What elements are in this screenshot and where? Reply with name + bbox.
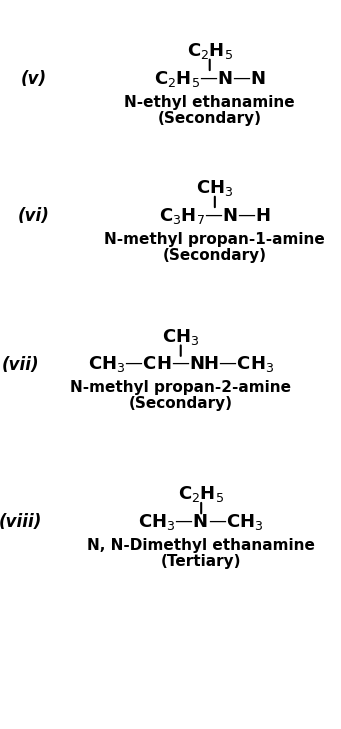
- Text: (Secondary): (Secondary): [158, 111, 262, 125]
- Text: C$_2$H$_5$: C$_2$H$_5$: [187, 41, 233, 61]
- Text: (vii): (vii): [2, 356, 39, 373]
- Text: N-methyl propan-1-amine: N-methyl propan-1-amine: [104, 232, 325, 246]
- Text: C$_2$H$_5$—N—N: C$_2$H$_5$—N—N: [154, 69, 266, 89]
- Text: (vi): (vi): [18, 207, 50, 225]
- Text: (Secondary): (Secondary): [129, 397, 233, 411]
- Text: CH$_3$—CH—NH—CH$_3$: CH$_3$—CH—NH—CH$_3$: [88, 354, 274, 375]
- Text: N-methyl propan-2-amine: N-methyl propan-2-amine: [70, 381, 291, 395]
- Text: (Tertiary): (Tertiary): [161, 554, 241, 569]
- Text: CH$_3$: CH$_3$: [196, 178, 234, 198]
- Text: (viii): (viii): [0, 513, 42, 531]
- Text: CH$_3$—N—CH$_3$: CH$_3$—N—CH$_3$: [138, 512, 264, 532]
- Text: C$_3$H$_7$—N—H: C$_3$H$_7$—N—H: [159, 206, 271, 226]
- Text: C$_2$H$_5$: C$_2$H$_5$: [178, 484, 224, 504]
- Text: N, N-Dimethyl ethanamine: N, N-Dimethyl ethanamine: [87, 538, 315, 553]
- Text: CH$_3$: CH$_3$: [162, 327, 199, 347]
- Text: (v): (v): [21, 70, 47, 87]
- Text: (Secondary): (Secondary): [163, 248, 267, 262]
- Text: N-ethyl ethanamine: N-ethyl ethanamine: [124, 95, 295, 109]
